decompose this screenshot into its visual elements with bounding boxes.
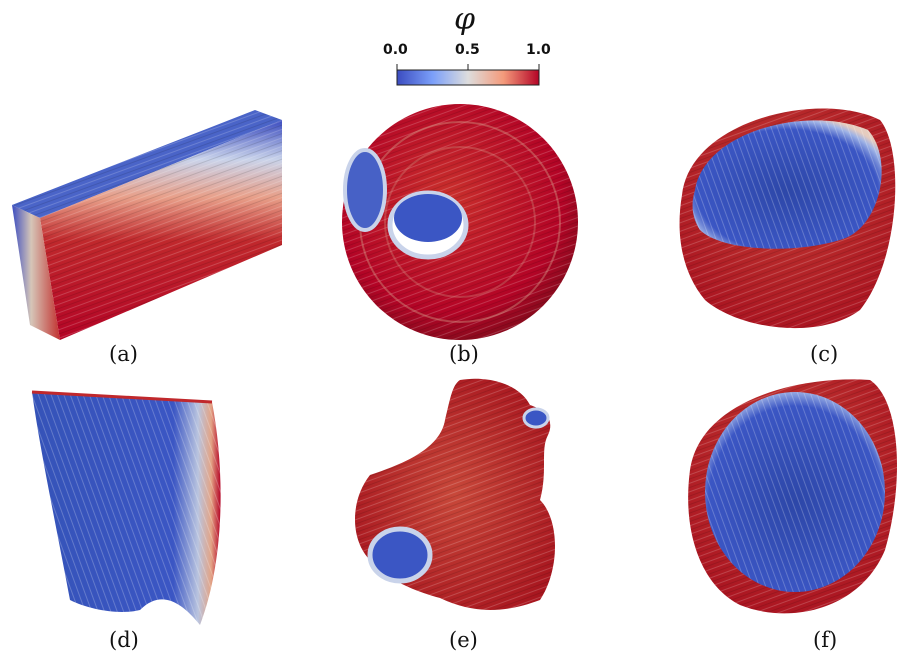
panel-d-wedge: [31, 390, 221, 625]
panel-f-cup: [688, 379, 897, 614]
panel-label-e: (e): [449, 628, 478, 652]
panel-label-c: (c): [810, 342, 839, 366]
colorbar: [396, 64, 540, 86]
colorbar-title: φ: [454, 2, 476, 37]
colorbar-tick-label: 0.5: [455, 42, 480, 58]
colorbar-tick-label: 0.0: [383, 42, 408, 58]
panel-e-atrium: [355, 378, 555, 610]
panel-c-cup: [679, 108, 896, 329]
panel-label-b: (b): [449, 342, 479, 366]
panel-label-d: (d): [109, 628, 139, 652]
panel-b-sphere: [342, 104, 578, 340]
colorbar-tick-label: 1.0: [526, 42, 551, 58]
panel-label-a: (a): [109, 342, 138, 366]
colorbar-gradient: [396, 69, 540, 86]
panel-a-slab: [12, 110, 282, 340]
panel-label-f: (f): [813, 628, 838, 652]
